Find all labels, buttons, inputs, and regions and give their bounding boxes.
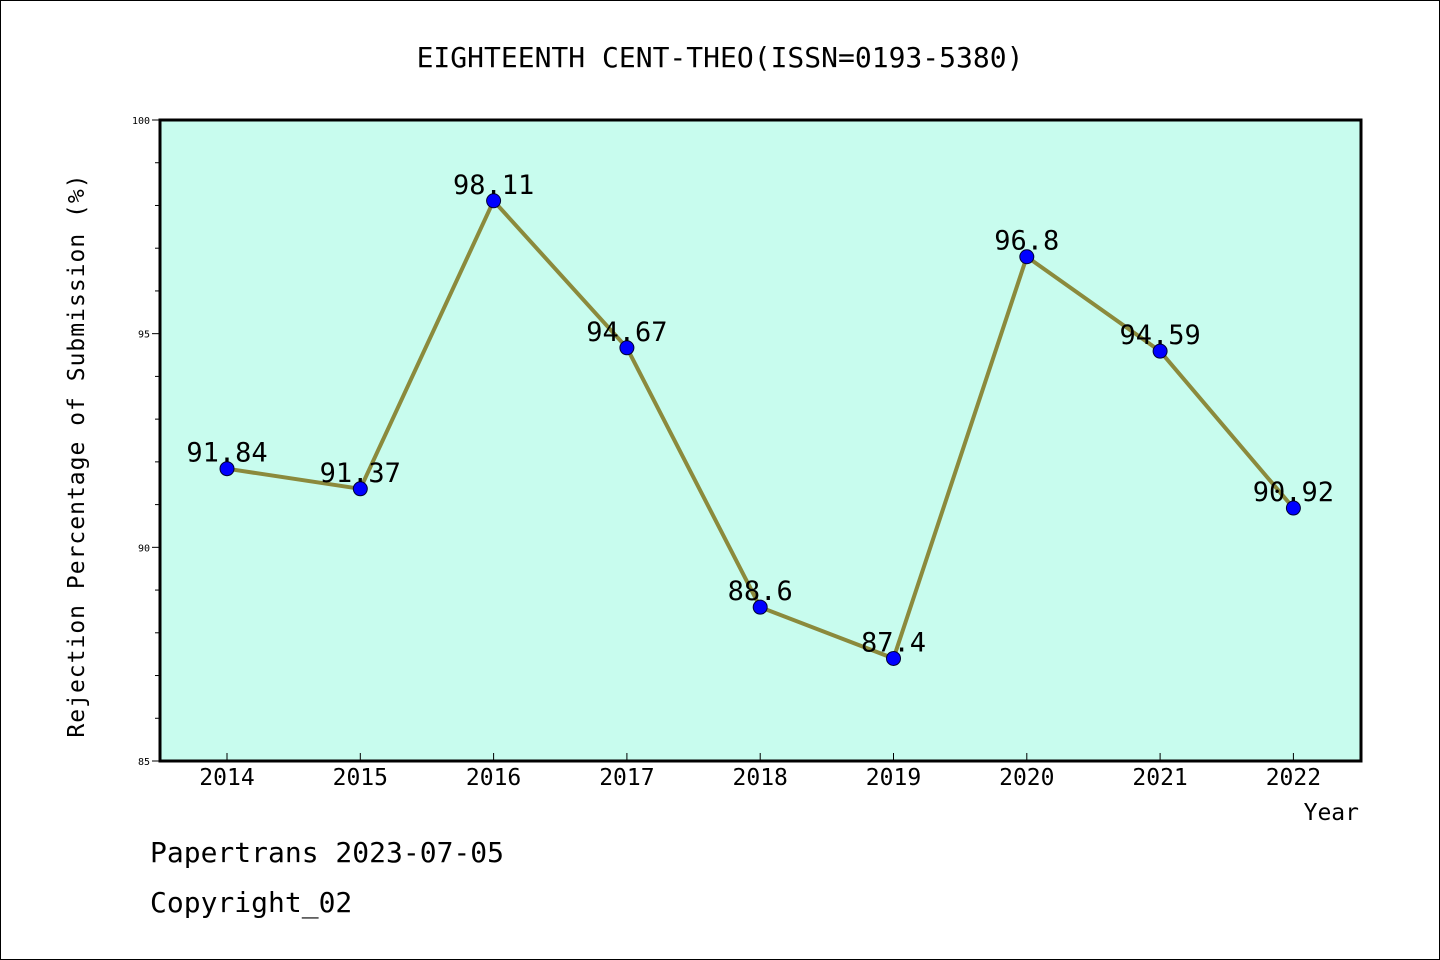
data-labels: 91.84 91.37 98.11 94.67 88.6 87.4 96.8 94.59 90.… bbox=[186, 170, 1334, 659]
y-tick-label: 85 bbox=[138, 757, 150, 768]
x-tick-label: 2016 bbox=[466, 765, 521, 791]
data-point bbox=[1285, 500, 1301, 516]
data-label: 91.84 bbox=[186, 438, 267, 469]
data-point bbox=[619, 340, 635, 356]
data-point bbox=[486, 193, 502, 209]
data-point bbox=[352, 481, 368, 497]
x-tick-label: 2022 bbox=[1266, 765, 1321, 791]
x-tick-label: 2015 bbox=[333, 765, 388, 791]
x-tick-label: 2014 bbox=[199, 765, 254, 791]
x-axis-label: Year bbox=[1304, 800, 1359, 826]
data-label: 94.59 bbox=[1119, 320, 1200, 351]
data-label: 96.8 bbox=[994, 226, 1059, 257]
x-tick-label: 2018 bbox=[733, 765, 788, 791]
x-axis: 2014 2015 2016 2017 2018 2019 2020 2021 2022 bbox=[199, 753, 1321, 791]
plot-area bbox=[160, 120, 1361, 761]
data-label: 98.11 bbox=[453, 170, 534, 201]
data-point bbox=[752, 599, 768, 615]
y-axis: 85 90 95 100 bbox=[132, 116, 160, 768]
y-axis-label: Rejection Percentage of Submission (%) bbox=[64, 173, 90, 737]
data-label: 87.4 bbox=[861, 627, 926, 658]
x-tick-label: 2021 bbox=[1132, 765, 1187, 791]
footer-date: Papertrans 2023-07-05 bbox=[150, 836, 505, 869]
plot-border bbox=[158, 118, 1363, 763]
footer-copyright: Copyright_02 bbox=[150, 886, 353, 919]
x-tick-label: 2020 bbox=[999, 765, 1054, 791]
data-markers bbox=[219, 193, 1301, 666]
data-label: 91.37 bbox=[320, 458, 401, 489]
data-point bbox=[1019, 249, 1035, 265]
y-tick-label: 95 bbox=[138, 330, 150, 341]
y-tick-label: 90 bbox=[138, 543, 150, 554]
data-point bbox=[886, 650, 901, 666]
data-label: 88.6 bbox=[728, 576, 793, 607]
x-tick-label: 2017 bbox=[599, 765, 654, 791]
data-point bbox=[219, 461, 235, 477]
y-tick-label: 100 bbox=[132, 116, 150, 127]
data-label: 90.92 bbox=[1253, 477, 1334, 508]
chart-title: EIGHTEENTH CENT-THEO(ISSN=0193-5380) bbox=[417, 41, 1024, 74]
data-point bbox=[1152, 343, 1168, 359]
data-label: 94.67 bbox=[586, 317, 667, 348]
x-tick-label: 2019 bbox=[866, 765, 921, 791]
